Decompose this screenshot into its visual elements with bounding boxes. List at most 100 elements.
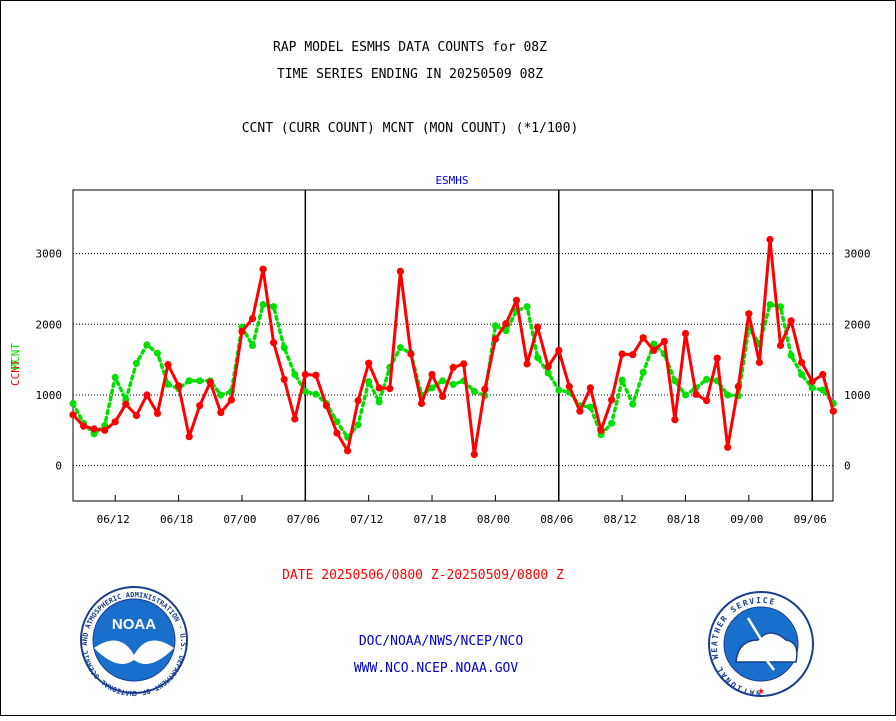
data-point-mcnt bbox=[555, 386, 563, 394]
data-point-ccnt bbox=[597, 426, 605, 434]
data-point-ccnt bbox=[608, 396, 616, 404]
data-point-ccnt bbox=[386, 385, 394, 393]
x-tick-label: 06/18 bbox=[160, 513, 193, 526]
org-path: DOC/NOAA/NWS/NCEP/NCO bbox=[359, 634, 524, 649]
data-point-ccnt bbox=[132, 411, 140, 420]
x-tick-label: 09/00 bbox=[730, 513, 763, 526]
data-point-mcnt bbox=[69, 400, 77, 407]
x-tick-label: 07/00 bbox=[223, 513, 256, 526]
data-point-ccnt bbox=[586, 384, 595, 392]
noaa-wordmark: NOAA bbox=[112, 616, 156, 633]
data-point-ccnt bbox=[755, 358, 764, 367]
ylabel-ccnt: CCNT bbox=[9, 359, 22, 386]
data-point-ccnt bbox=[703, 397, 711, 405]
data-point-ccnt bbox=[111, 418, 119, 426]
data-point-mcnt bbox=[650, 340, 658, 348]
data-point-ccnt bbox=[322, 402, 330, 410]
y-tick-label-right: 2000 bbox=[844, 318, 871, 331]
y-tick-label-right: 1000 bbox=[844, 389, 871, 402]
data-point-ccnt bbox=[196, 402, 204, 410]
data-point-ccnt bbox=[90, 425, 98, 433]
data-point-ccnt bbox=[259, 265, 267, 273]
data-point-ccnt bbox=[629, 351, 637, 359]
data-point-ccnt bbox=[650, 346, 658, 354]
data-point-mcnt bbox=[724, 391, 732, 399]
data-point-ccnt bbox=[69, 411, 77, 419]
data-point-ccnt bbox=[344, 447, 352, 455]
data-point-ccnt bbox=[217, 409, 225, 417]
data-point-ccnt bbox=[713, 354, 721, 362]
data-point-ccnt bbox=[280, 375, 288, 383]
data-point-mcnt bbox=[682, 391, 689, 399]
data-point-ccnt bbox=[396, 267, 404, 275]
data-point-mcnt bbox=[798, 371, 806, 378]
data-point-mcnt bbox=[608, 419, 616, 427]
data-point-ccnt bbox=[270, 339, 278, 347]
data-point-ccnt bbox=[555, 346, 563, 354]
data-point-mcnt bbox=[777, 303, 784, 311]
data-point-ccnt bbox=[248, 315, 257, 323]
data-point-ccnt bbox=[734, 382, 742, 391]
data-point-mcnt bbox=[217, 391, 225, 399]
data-point-ccnt bbox=[660, 337, 669, 345]
data-point-mcnt bbox=[259, 301, 267, 308]
data-point-ccnt bbox=[460, 360, 468, 368]
data-point-ccnt bbox=[808, 377, 816, 386]
x-tick-label: 07/06 bbox=[287, 513, 320, 526]
data-point-ccnt bbox=[692, 390, 700, 398]
data-point-ccnt bbox=[470, 450, 478, 458]
y-tick-label-right: 0 bbox=[844, 460, 851, 473]
x-tick-label: 06/12 bbox=[97, 513, 130, 526]
data-point-ccnt bbox=[491, 335, 499, 343]
data-point-mcnt bbox=[396, 344, 404, 352]
data-point-mcnt bbox=[111, 373, 119, 381]
data-point-mcnt bbox=[523, 303, 531, 311]
data-point-mcnt bbox=[544, 369, 552, 377]
data-point-ccnt bbox=[333, 429, 341, 437]
data-point-ccnt bbox=[618, 350, 626, 358]
data-point-ccnt bbox=[407, 350, 415, 358]
x-tick-label: 08/00 bbox=[477, 513, 510, 526]
website: WWW.NCO.NCEP.NOAA.GOV bbox=[354, 661, 519, 676]
data-point-ccnt bbox=[80, 422, 88, 430]
data-point-mcnt bbox=[787, 351, 795, 359]
data-point-mcnt bbox=[449, 380, 457, 388]
data-point-mcnt bbox=[639, 368, 647, 376]
data-point-ccnt bbox=[365, 359, 373, 367]
data-point-mcnt bbox=[375, 398, 383, 406]
data-point-ccnt bbox=[829, 407, 837, 415]
nws-logo: NATIONAL WEATHER SERVICE ★ bbox=[708, 591, 814, 698]
y-tick-label-left: 1000 bbox=[36, 389, 63, 402]
data-point-ccnt bbox=[502, 320, 510, 328]
data-point-ccnt bbox=[206, 378, 214, 386]
data-point-mcnt bbox=[586, 403, 594, 411]
data-point-ccnt bbox=[238, 327, 246, 335]
data-point-ccnt bbox=[544, 363, 552, 371]
data-point-mcnt bbox=[280, 344, 288, 352]
data-point-ccnt bbox=[175, 382, 183, 390]
data-point-mcnt bbox=[333, 418, 341, 426]
data-point-mcnt bbox=[291, 371, 299, 378]
data-point-mcnt bbox=[143, 341, 151, 349]
data-point-mcnt bbox=[132, 359, 140, 367]
x-tick-label: 08/18 bbox=[667, 513, 700, 526]
data-point-mcnt bbox=[428, 384, 436, 392]
data-point-ccnt bbox=[101, 426, 109, 434]
data-point-mcnt bbox=[301, 387, 309, 395]
data-point-mcnt bbox=[618, 376, 626, 384]
y-tick-label-left: 0 bbox=[55, 460, 62, 473]
data-point-ccnt bbox=[724, 443, 732, 451]
data-point-mcnt bbox=[154, 349, 161, 357]
data-point-mcnt bbox=[491, 322, 499, 330]
data-point-ccnt bbox=[671, 416, 679, 424]
data-point-ccnt bbox=[798, 358, 806, 367]
data-point-mcnt bbox=[808, 384, 816, 392]
x-tick-label: 07/12 bbox=[350, 513, 383, 526]
data-point-mcnt bbox=[703, 375, 711, 383]
data-point-ccnt bbox=[301, 370, 309, 379]
data-point-ccnt bbox=[428, 370, 436, 379]
plot-frame bbox=[72, 189, 834, 502]
y-tick-label-right: 3000 bbox=[844, 248, 871, 261]
data-point-ccnt bbox=[745, 310, 753, 318]
